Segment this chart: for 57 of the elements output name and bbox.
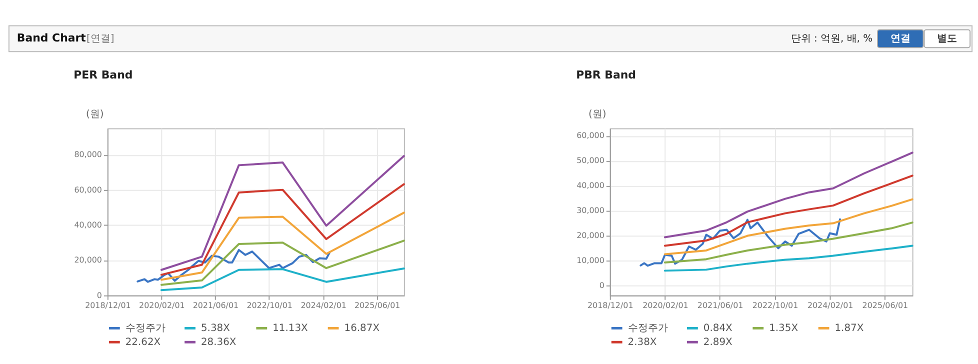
line-series xyxy=(664,244,914,272)
text: Band Chart xyxy=(16,32,86,45)
x-tick-label: 2022/10/01 xyxy=(752,300,798,310)
x-tick-label: 2021/06/01 xyxy=(697,300,744,310)
y-tick-label: 60,000 xyxy=(74,185,102,194)
legend-label: 28.36X xyxy=(200,337,236,348)
y-tick-label: 0 xyxy=(599,280,604,290)
line-series xyxy=(160,267,405,292)
text: [연결] xyxy=(86,34,114,45)
x-tick-label: 2025/06/01 xyxy=(862,300,908,310)
text: 단위 : 억원, 배, % xyxy=(790,34,873,45)
x-tick-label: 2020/02/01 xyxy=(139,300,185,310)
x-tick-label: 2018/12/01 xyxy=(85,300,131,310)
text: 별도 xyxy=(937,34,958,45)
y-tick-label: 80,000 xyxy=(74,150,102,160)
legend-label: 1.87X xyxy=(834,323,864,334)
line-series xyxy=(664,198,914,256)
y-axis-title: (원) xyxy=(86,108,104,120)
chart-title: PER Band xyxy=(74,68,133,82)
y-tick-label: 20,000 xyxy=(576,230,604,240)
y-tick-label: 50,000 xyxy=(576,156,604,166)
y-tick-label: 40,000 xyxy=(576,181,604,190)
x-tick-label: 2018/12/01 xyxy=(588,300,634,310)
legend-label: 0.84X xyxy=(703,323,733,334)
x-tick-label: 2021/06/01 xyxy=(192,300,239,310)
text: 연결 xyxy=(890,34,910,45)
y-tick-label: 40,000 xyxy=(74,220,102,230)
line-series xyxy=(160,212,405,281)
x-tick-label: 2025/06/01 xyxy=(354,300,400,310)
legend-label: 11.13X xyxy=(272,323,308,334)
legend-label: 1.35X xyxy=(769,323,798,334)
legend-label: 5.38X xyxy=(200,323,230,334)
x-tick-label: 2024/02/01 xyxy=(807,300,854,310)
chart-title: PBR Band xyxy=(576,68,636,82)
x-tick-label: 2020/02/01 xyxy=(642,300,688,310)
legend-label: 수정주가 xyxy=(628,323,668,334)
y-tick-label: 60,000 xyxy=(576,131,604,140)
y-tick-label: 0 xyxy=(96,290,102,300)
y-tick-label: 20,000 xyxy=(74,256,102,265)
line-series xyxy=(136,248,331,283)
legend-label: 22.62X xyxy=(125,337,161,348)
line-series xyxy=(160,240,405,286)
legend-label: 16.87X xyxy=(344,323,380,334)
x-tick-label: 2022/10/01 xyxy=(246,300,292,310)
legend-label: 2.38X xyxy=(628,337,657,348)
line-series xyxy=(664,174,914,247)
line-series xyxy=(664,222,914,264)
line-series xyxy=(664,152,914,238)
y-tick-label: 10,000 xyxy=(576,256,604,265)
legend-label: 수정주가 xyxy=(125,323,166,334)
line-series xyxy=(160,155,405,271)
y-axis-title: (원) xyxy=(588,108,606,120)
line-series xyxy=(160,183,405,276)
legend-label: 2.89X xyxy=(703,337,733,348)
line-series xyxy=(640,218,841,267)
x-tick-label: 2024/02/01 xyxy=(300,300,346,310)
y-tick-label: 30,000 xyxy=(576,206,604,216)
